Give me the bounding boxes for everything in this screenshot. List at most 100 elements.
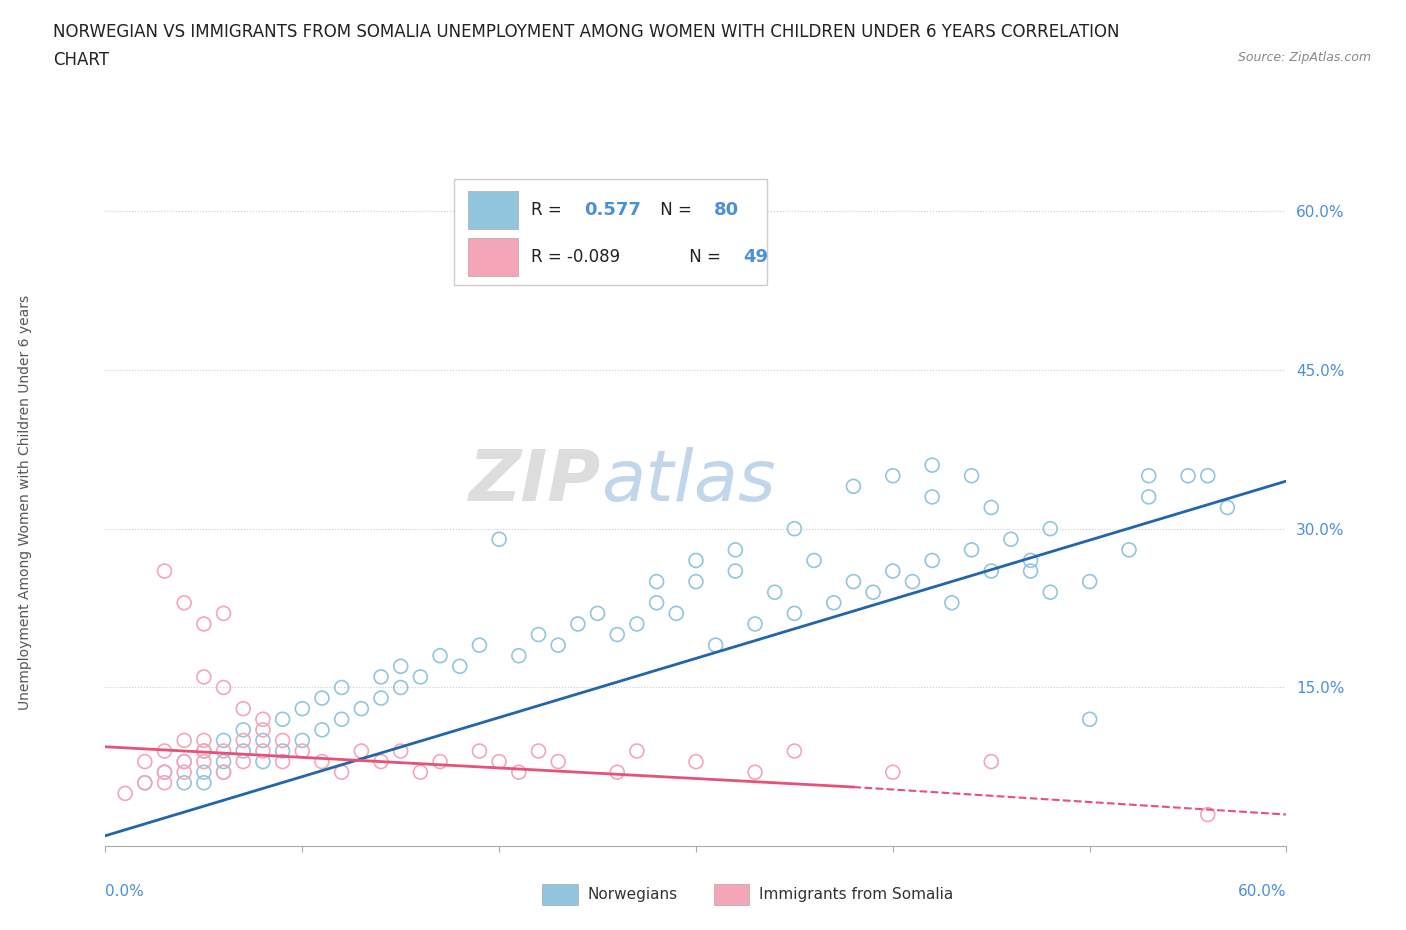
Text: Unemployment Among Women with Children Under 6 years: Unemployment Among Women with Children U…: [18, 295, 32, 710]
Point: [1019, 564, 1042, 578]
Point: [783, 744, 806, 759]
Point: [232, 701, 254, 716]
Point: [960, 542, 983, 557]
Point: [330, 711, 353, 726]
Point: [193, 776, 215, 790]
Point: [173, 754, 195, 769]
Point: [212, 754, 235, 769]
Point: [429, 648, 451, 663]
Point: [645, 595, 668, 610]
Point: [1197, 469, 1219, 484]
Point: [212, 680, 235, 695]
Text: CHART: CHART: [53, 51, 110, 69]
Point: [685, 754, 707, 769]
Point: [685, 553, 707, 568]
Text: atlas: atlas: [602, 447, 776, 516]
Point: [1078, 574, 1101, 589]
Point: [1039, 585, 1062, 600]
Text: NORWEGIAN VS IMMIGRANTS FROM SOMALIA UNEMPLOYMENT AMONG WOMEN WITH CHILDREN UNDE: NORWEGIAN VS IMMIGRANTS FROM SOMALIA UNE…: [53, 23, 1121, 41]
Text: N =: N =: [685, 248, 727, 266]
Point: [173, 754, 195, 769]
Point: [882, 469, 904, 484]
Point: [980, 500, 1002, 515]
Point: [212, 606, 235, 621]
Point: [173, 595, 195, 610]
Point: [665, 606, 688, 621]
Point: [173, 764, 195, 779]
Point: [153, 744, 176, 759]
Point: [232, 733, 254, 748]
Point: [823, 595, 845, 610]
Point: [173, 733, 195, 748]
Text: N =: N =: [655, 202, 697, 219]
Point: [153, 764, 176, 779]
Point: [1216, 500, 1239, 515]
Point: [882, 564, 904, 578]
Point: [606, 764, 628, 779]
Text: R = -0.089: R = -0.089: [530, 248, 620, 266]
Point: [232, 723, 254, 737]
Point: [291, 733, 314, 748]
Point: [134, 776, 156, 790]
Point: [488, 532, 510, 547]
Text: 80: 80: [714, 202, 738, 219]
Point: [193, 744, 215, 759]
Point: [350, 744, 373, 759]
Point: [960, 469, 983, 484]
Point: [271, 711, 294, 726]
Point: [1177, 469, 1199, 484]
Text: 0.0%: 0.0%: [105, 884, 145, 899]
Point: [134, 776, 156, 790]
Point: [862, 585, 884, 600]
Point: [1137, 469, 1160, 484]
Point: [842, 479, 865, 494]
Point: [193, 754, 215, 769]
Point: [704, 638, 727, 653]
Point: [586, 606, 609, 621]
Point: [1197, 807, 1219, 822]
Point: [941, 595, 963, 610]
Point: [626, 744, 648, 759]
Point: [763, 585, 786, 600]
Point: [921, 458, 943, 472]
Point: [193, 670, 215, 684]
Point: [389, 680, 412, 695]
Point: [311, 723, 333, 737]
Point: [429, 754, 451, 769]
Point: [252, 744, 274, 759]
Point: [1118, 542, 1140, 557]
Point: [134, 754, 156, 769]
Bar: [468, 192, 517, 229]
Point: [901, 574, 924, 589]
Point: [252, 723, 274, 737]
Point: [547, 754, 569, 769]
Point: [370, 754, 392, 769]
Point: [724, 564, 747, 578]
Text: Source: ZipAtlas.com: Source: ZipAtlas.com: [1237, 51, 1371, 64]
Point: [389, 744, 412, 759]
Point: [311, 691, 333, 706]
Point: [1000, 532, 1022, 547]
Point: [724, 542, 747, 557]
Point: [370, 691, 392, 706]
Point: [547, 638, 569, 653]
Point: [882, 764, 904, 779]
Point: [193, 617, 215, 631]
Text: 0.577: 0.577: [583, 202, 641, 219]
Bar: [468, 238, 517, 276]
Point: [193, 764, 215, 779]
Point: [252, 733, 274, 748]
Point: [488, 754, 510, 769]
Point: [193, 733, 215, 748]
Point: [252, 711, 274, 726]
Point: [311, 754, 333, 769]
Point: [468, 638, 491, 653]
Point: [330, 764, 353, 779]
Point: [271, 733, 294, 748]
Point: [842, 574, 865, 589]
Text: Immigrants from Somalia: Immigrants from Somalia: [759, 887, 953, 902]
Point: [508, 648, 530, 663]
Point: [783, 521, 806, 536]
Point: [252, 754, 274, 769]
Point: [271, 754, 294, 769]
